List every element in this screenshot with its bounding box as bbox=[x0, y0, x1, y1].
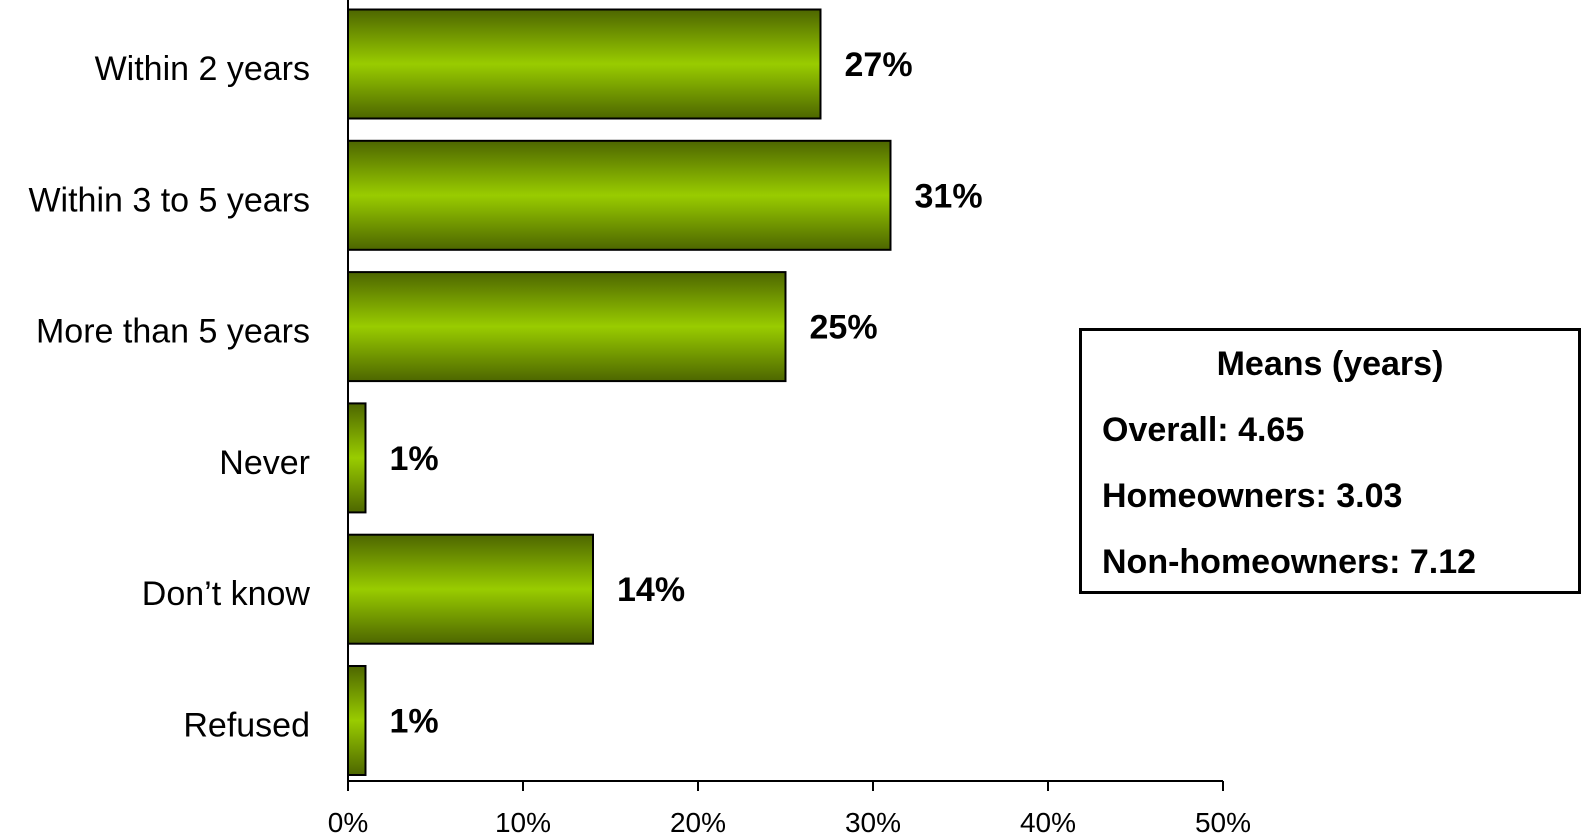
means-non-homeowners: Non-homeowners: 7.12 bbox=[1102, 543, 1477, 581]
data-label: 14% bbox=[617, 571, 685, 609]
x-tick-label: 20% bbox=[670, 807, 726, 838]
means-homeowners: Homeowners: 3.03 bbox=[1102, 477, 1403, 515]
category-label: Never bbox=[219, 444, 310, 482]
data-label: 1% bbox=[390, 440, 439, 478]
x-tick-label: 50% bbox=[1195, 807, 1251, 838]
x-tick-label: 0% bbox=[328, 807, 368, 838]
bar bbox=[347, 139, 892, 251]
bar bbox=[347, 271, 787, 383]
x-tick-label: 10% bbox=[495, 807, 551, 838]
data-label: 31% bbox=[915, 177, 983, 215]
x-tick-label: 30% bbox=[845, 807, 901, 838]
category-label: Within 2 years bbox=[95, 50, 310, 88]
bar bbox=[347, 402, 367, 514]
x-tick-label: 40% bbox=[1020, 807, 1076, 838]
category-label: Refused bbox=[183, 707, 310, 745]
data-label: 1% bbox=[390, 703, 439, 741]
bar bbox=[347, 8, 822, 120]
category-label: Don’t know bbox=[142, 575, 311, 613]
means-overall: Overall: 4.65 bbox=[1102, 411, 1305, 449]
bar bbox=[347, 533, 594, 645]
data-label: 25% bbox=[810, 309, 878, 347]
category-label: Within 3 to 5 years bbox=[28, 181, 310, 219]
bar bbox=[347, 665, 367, 776]
data-label: 27% bbox=[845, 46, 913, 84]
category-label: More than 5 years bbox=[36, 313, 310, 351]
means-title: Means (years) bbox=[1216, 345, 1444, 383]
means-box: Means (years) Overall: 4.65 Homeowners: … bbox=[1079, 328, 1581, 594]
